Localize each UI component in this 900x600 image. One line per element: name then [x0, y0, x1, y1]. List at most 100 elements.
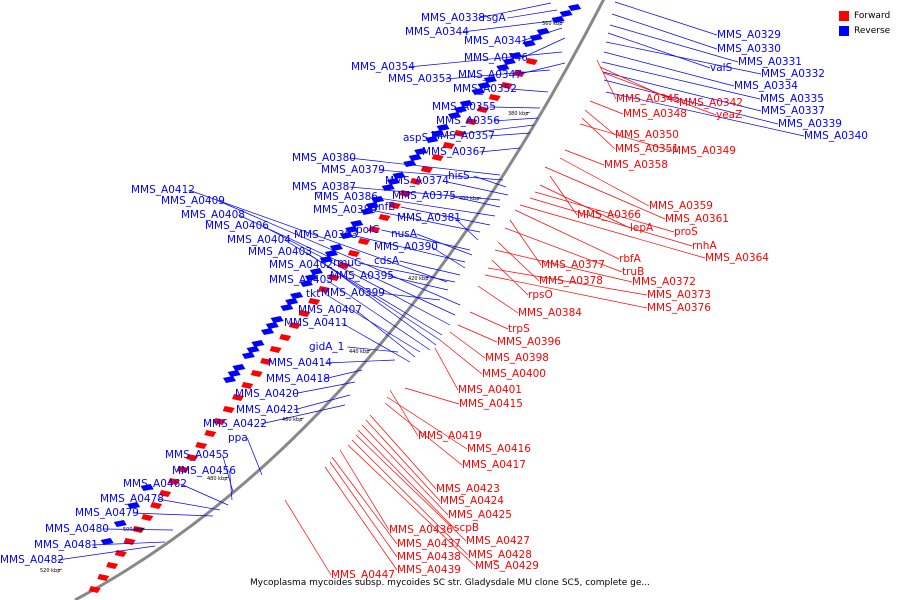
reverse-feature-arrow: [529, 34, 543, 41]
reverse-feature-arrow: [414, 148, 428, 155]
reverse-gene-label: MMS_A0390: [374, 241, 438, 253]
reverse-leader-line: [132, 512, 214, 517]
reverse-feature-arrow: [350, 220, 364, 227]
reverse-leader-line: [218, 200, 461, 306]
forward-gene-label: yeaZ: [716, 109, 742, 121]
forward-feature-arrow: [476, 106, 489, 113]
forward-feature-arrow: [213, 418, 226, 425]
forward-leader-line: [596, 59, 617, 100]
reverse-feature-arrow: [329, 244, 343, 251]
reverse-feature-arrow: [345, 226, 359, 233]
forward-feature-arrow: [525, 58, 538, 65]
reverse-gene-label: cdsA: [374, 255, 400, 267]
forward-gene-label: MMS_A0376: [647, 302, 711, 314]
reverse-feature-arrow: [261, 328, 274, 335]
forward-gene-label: MMS_A0417: [462, 459, 526, 471]
reverse-feature-arrow: [232, 364, 246, 371]
forward-gene-label: MMS_A0351: [615, 143, 679, 155]
reverse-gene-label: MMS_A0340: [804, 130, 868, 142]
reverse-feature-arrow: [496, 64, 510, 71]
forward-leader-line: [491, 259, 529, 296]
forward-leader-line: [534, 191, 675, 233]
tick-label: 380 kbp: [508, 111, 528, 117]
reverse-gene-label: infB: [375, 201, 395, 213]
legend-item-forward: Forward: [839, 9, 890, 23]
reverse-gene-label: MMS_A0456: [172, 465, 236, 477]
forward-leader-line: [384, 402, 463, 466]
forward-leader-line: [351, 439, 469, 556]
reverse-gene-label: gidA_1: [309, 341, 344, 353]
reverse-gene-label: polC: [356, 224, 379, 236]
tick-mark: [140, 527, 146, 530]
reverse-feature-arrow: [280, 304, 294, 311]
reverse-leader-line: [358, 262, 456, 283]
reverse-gene-label: MMS_A0379: [321, 164, 385, 176]
forward-gene-label: rpsO: [528, 289, 553, 301]
reverse-feature-arrow: [568, 4, 582, 11]
forward-gene-label: MMS_A0438: [397, 551, 461, 563]
reverse-leader-line: [381, 229, 471, 251]
forward-feature-arrow: [222, 406, 235, 413]
reverse-leader-line: [188, 189, 448, 283]
reverse-feature-arrow: [290, 292, 304, 299]
forward-leader-line: [329, 461, 398, 558]
reverse-gene-label: MMS_A0381: [397, 212, 461, 224]
reverse-gene-label: MMS_A0411: [284, 317, 348, 329]
forward-feature-arrow: [378, 214, 391, 221]
reverse-leader-line: [449, 195, 501, 208]
forward-leader-line: [404, 387, 460, 405]
reverse-swatch: [839, 26, 849, 36]
reverse-gene-label: MMS_A0375: [392, 190, 456, 202]
forward-leader-line: [369, 414, 437, 490]
reverse-leader-line: [378, 169, 504, 181]
forward-gene-label: proS: [674, 226, 698, 238]
forward-gene-label: MMS_A0373: [647, 289, 711, 301]
leader-lines: [57, 1, 805, 576]
reverse-leader-line: [400, 206, 491, 226]
forward-gene-label: MMS_A0415: [459, 398, 523, 410]
reverse-feature-arrow: [436, 124, 450, 131]
reverse-feature-arrow: [223, 376, 236, 383]
reverse-leader-line: [325, 359, 396, 364]
reverse-gene-label: MMS_A0405: [269, 274, 333, 286]
reverse-feature-arrow: [408, 154, 422, 161]
reverse-leader-line: [493, 117, 539, 122]
forward-leader-line: [457, 324, 498, 343]
forward-leader-line: [477, 285, 519, 314]
forward-leader-line: [434, 347, 459, 391]
reverse-feature-arrow: [127, 502, 141, 509]
reverse-leader-line: [387, 275, 449, 291]
reverse-gene-label: MMS_A0332: [761, 68, 825, 80]
forward-leader-line: [589, 100, 624, 115]
forward-feature-arrow: [453, 130, 466, 137]
reverse-leader-line: [479, 147, 521, 153]
forward-feature-arrow: [232, 394, 244, 401]
reverse-gene-label: MMS_A0455: [165, 449, 229, 461]
reverse-feature-arrow: [227, 370, 241, 377]
reverse-gene-label: MMS_A0337: [761, 105, 825, 117]
forward-leader-line: [519, 204, 706, 259]
reverse-leader-line: [603, 79, 779, 125]
backbone-arc: [74, 0, 606, 600]
reverse-feature-arrow: [265, 322, 279, 329]
forward-leader-line: [544, 166, 666, 220]
reverse-leader-line: [326, 279, 431, 351]
forward-feature-arrow: [420, 166, 433, 173]
reverse-feature-arrow: [381, 184, 395, 191]
forward-feature-arrow: [114, 550, 127, 557]
forward-gene-label: MMS_A0366: [577, 209, 641, 221]
reverse-leader-line: [262, 225, 451, 326]
reverse-leader-line: [325, 293, 421, 353]
reverse-gene-label: nusA: [391, 228, 418, 240]
reverse-leader-line: [229, 470, 233, 501]
forward-leader-line: [484, 274, 648, 309]
reverse-gene-label: MMS_A0403: [248, 246, 312, 258]
forward-feature-arrow: [106, 562, 119, 569]
reverse-gene-label: MMS_A0395: [330, 270, 394, 282]
reverse-gene-label: MMS_A0462: [123, 478, 187, 490]
reverse-leader-line: [605, 41, 762, 75]
reverse-gene-label: MMS_A0374: [385, 175, 449, 187]
forward-feature-arrow: [465, 118, 478, 125]
forward-gene-label: MMS_A0377: [541, 259, 605, 271]
